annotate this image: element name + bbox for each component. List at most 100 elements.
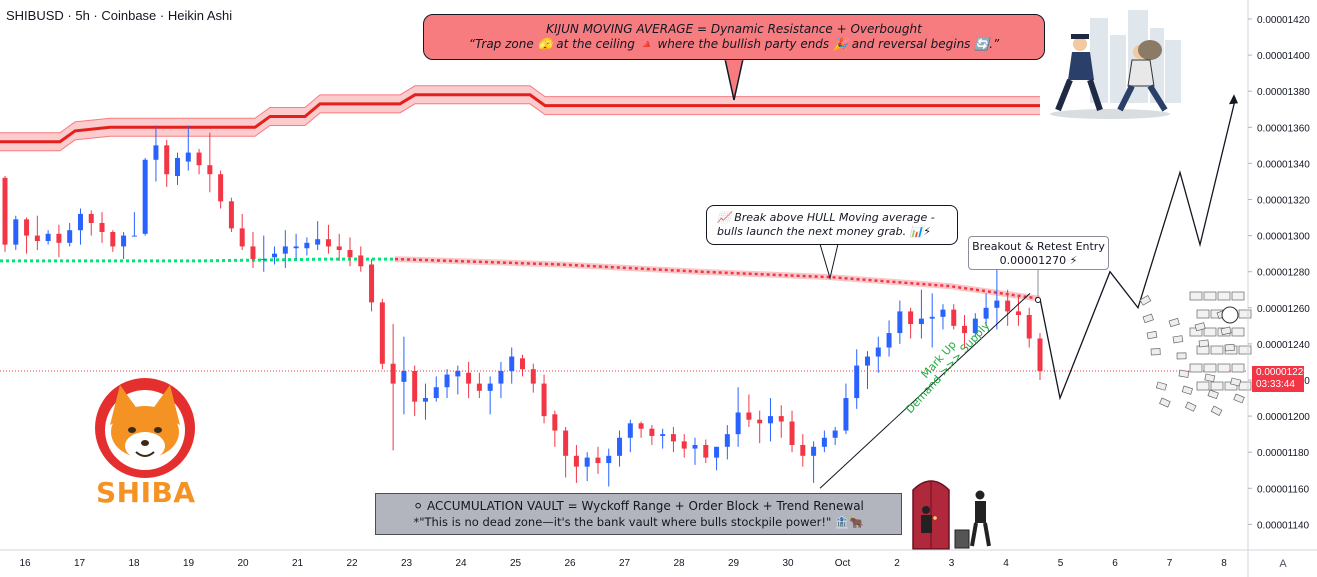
brick-debris bbox=[1230, 377, 1242, 387]
candle-body bbox=[250, 246, 256, 260]
candle bbox=[843, 383, 849, 435]
brick-debris bbox=[1233, 393, 1245, 404]
candle-body bbox=[929, 316, 935, 319]
candle-body bbox=[45, 233, 51, 242]
brick-debris bbox=[1155, 381, 1168, 391]
money-bag bbox=[1138, 40, 1162, 60]
candle-body bbox=[811, 446, 817, 456]
x-tick-label: 21 bbox=[292, 558, 304, 569]
candle bbox=[272, 246, 278, 265]
candle bbox=[34, 215, 40, 251]
kijun-callout: KIJUN MOVING AVERAGE = Dynamic Resistanc… bbox=[423, 14, 1045, 60]
candle bbox=[110, 230, 116, 252]
candle bbox=[520, 354, 525, 377]
candle bbox=[821, 430, 827, 453]
auto-scale-button[interactable]: A bbox=[1279, 558, 1287, 570]
kijun-band-fill bbox=[0, 85, 1040, 151]
y-tick-label: 0.00001300 bbox=[1257, 232, 1310, 243]
logo-mouth bbox=[135, 451, 155, 457]
current-price-value: 0.00001225 bbox=[1256, 367, 1309, 378]
candle-body bbox=[681, 441, 687, 449]
x-tick-label: 27 bbox=[619, 558, 631, 569]
candle bbox=[121, 231, 127, 260]
candle-body bbox=[854, 365, 860, 399]
entry-callout-line2: 0.00001270 ⚡ bbox=[999, 254, 1078, 267]
figure-body bbox=[921, 515, 932, 533]
x-tick-label: 30 bbox=[782, 558, 794, 569]
x-tick-label: 24 bbox=[455, 558, 467, 569]
candle-body bbox=[962, 325, 968, 334]
y-tick-label: 0.00001320 bbox=[1257, 196, 1310, 207]
x-tick-label: 3 bbox=[949, 558, 955, 569]
candle-body bbox=[617, 437, 623, 456]
candle bbox=[315, 221, 321, 251]
brick-debris bbox=[1194, 322, 1206, 332]
candle-body bbox=[196, 152, 202, 166]
candle bbox=[584, 452, 590, 482]
x-tick-label: 4 bbox=[1003, 558, 1009, 569]
candle bbox=[185, 125, 191, 171]
y-tick-label: 0.00001280 bbox=[1257, 268, 1310, 279]
brick bbox=[1217, 291, 1231, 301]
candle-body bbox=[800, 444, 806, 456]
candle bbox=[99, 212, 105, 243]
candle-body bbox=[778, 416, 784, 422]
candle bbox=[940, 304, 946, 330]
candle-body bbox=[164, 145, 170, 175]
candle-body bbox=[627, 423, 633, 438]
x-tick-label: 22 bbox=[346, 558, 358, 569]
thief-body bbox=[1127, 59, 1155, 87]
vault-callout: ⚪ ACCUMULATION VAULT = Wyckoff Range + O… bbox=[375, 493, 902, 535]
candle-body bbox=[2, 177, 8, 245]
brick bbox=[1217, 363, 1231, 373]
money-box bbox=[954, 529, 970, 549]
candle-body bbox=[487, 383, 493, 391]
candle bbox=[735, 387, 741, 447]
candle bbox=[638, 421, 644, 438]
kijun-callout-line2: “Trap zone 🫣 at the ceiling 🔺 where the … bbox=[468, 37, 1000, 51]
y-tick-label: 0.00001380 bbox=[1257, 87, 1310, 98]
candle bbox=[56, 224, 62, 258]
hull-ma-red-glow bbox=[394, 256, 1041, 302]
logo-right-eye bbox=[154, 427, 162, 433]
candle bbox=[649, 425, 655, 445]
candle-body bbox=[24, 219, 30, 236]
y-tick-label: 0.00001200 bbox=[1257, 412, 1310, 423]
candle-body bbox=[832, 430, 838, 438]
candle bbox=[627, 419, 633, 453]
police-head bbox=[1073, 37, 1087, 51]
candle-body bbox=[304, 242, 310, 249]
candle-body bbox=[1005, 300, 1011, 312]
candle-body bbox=[563, 430, 569, 456]
candle bbox=[45, 230, 51, 245]
candle-body bbox=[153, 145, 159, 160]
candle-body bbox=[1037, 338, 1043, 371]
vault-door-knob bbox=[933, 516, 937, 520]
candle-body bbox=[239, 228, 245, 247]
candle bbox=[875, 336, 881, 373]
x-tick-label: 28 bbox=[673, 558, 685, 569]
candle-body bbox=[584, 457, 590, 467]
police-legs bbox=[1055, 78, 1103, 112]
y-tick-label: 0.00001400 bbox=[1257, 51, 1310, 62]
candle-body bbox=[994, 300, 1000, 308]
brick bbox=[1231, 327, 1245, 337]
brick-debris bbox=[1184, 401, 1197, 412]
brick-debris bbox=[1146, 330, 1158, 340]
candle-body bbox=[951, 309, 957, 326]
entry-point-marker bbox=[1035, 297, 1041, 303]
candle bbox=[681, 434, 687, 458]
x-tick-label: 26 bbox=[564, 558, 576, 569]
x-tick-label: 18 bbox=[128, 558, 140, 569]
demand-trendline bbox=[819, 292, 1031, 489]
building bbox=[1090, 18, 1108, 103]
candle bbox=[164, 139, 170, 187]
candle-body bbox=[325, 239, 331, 247]
candle-body bbox=[358, 255, 364, 267]
brick bbox=[1203, 291, 1217, 301]
brick-debris bbox=[1150, 348, 1161, 356]
thief-legs bbox=[1117, 84, 1168, 112]
candle-body bbox=[767, 416, 773, 424]
candle-body bbox=[131, 235, 137, 237]
